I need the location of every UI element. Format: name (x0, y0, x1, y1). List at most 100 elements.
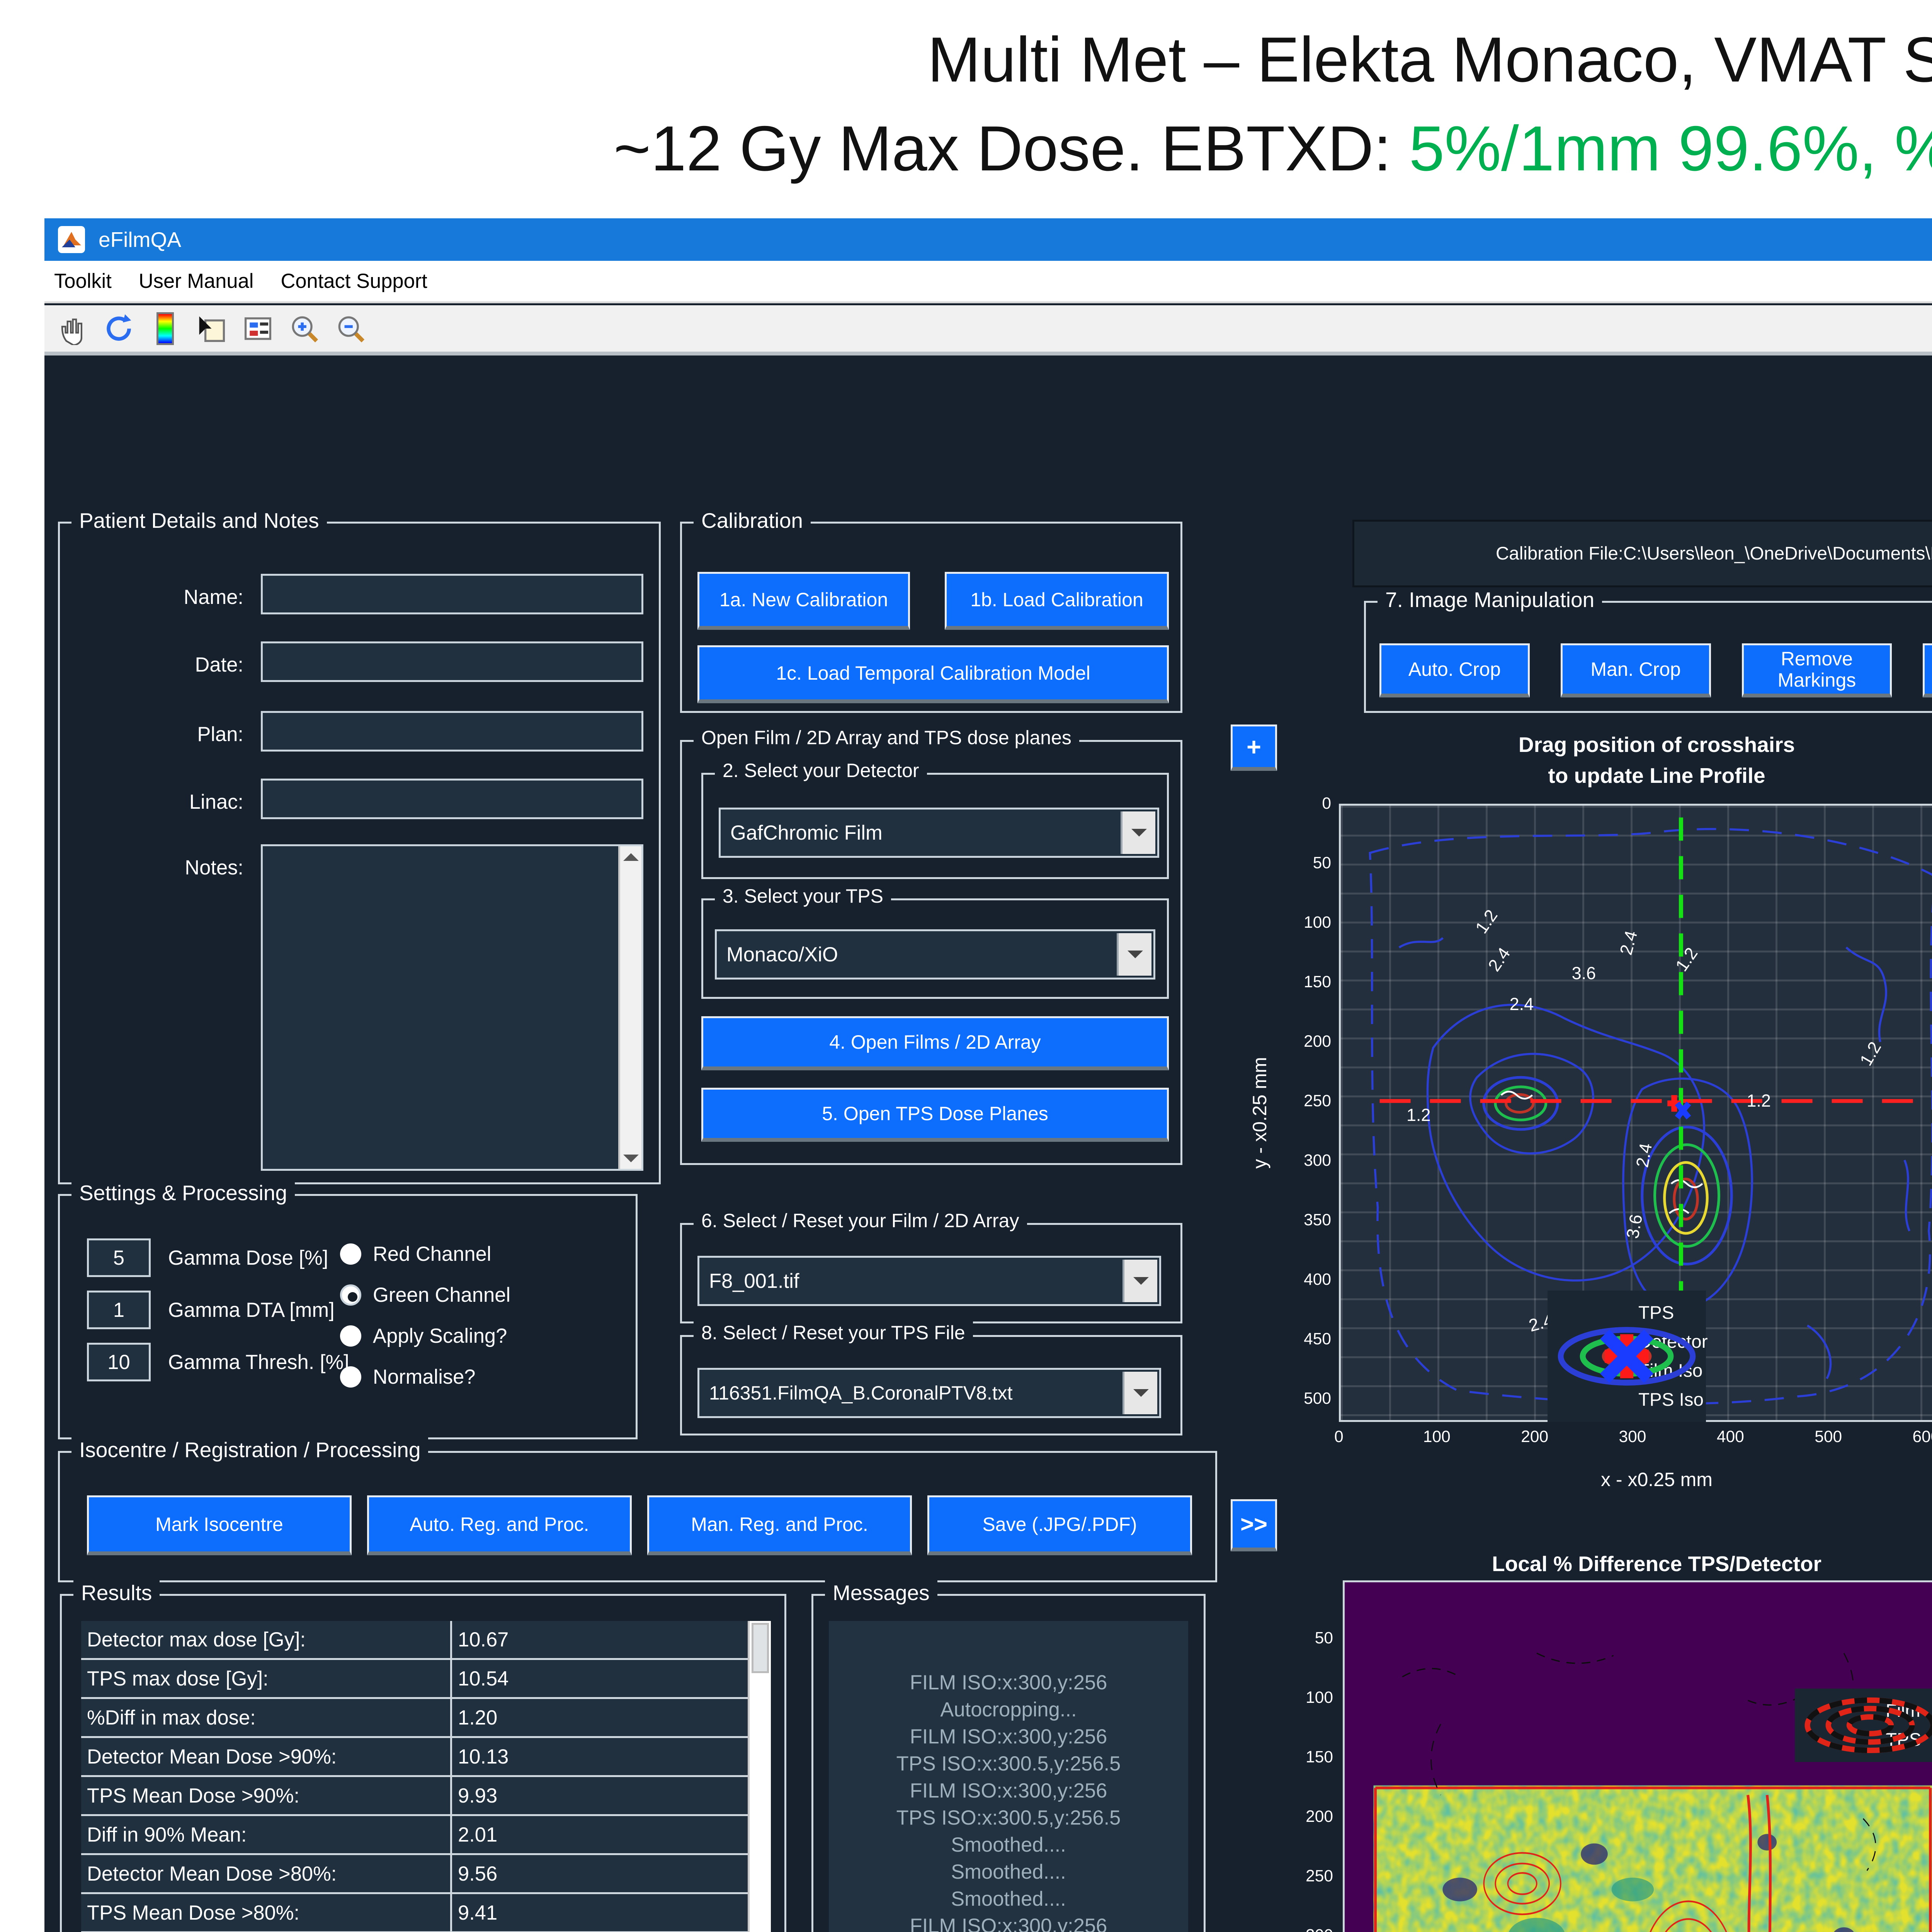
patient-group: Patient Details and Notes Name: Date: Pl… (58, 508, 661, 1184)
messages-lines: FILM ISO:x:300,y:256 Autocropping... FILM … (829, 1669, 1188, 1932)
radio-red-channel[interactable]: Red Channel (340, 1242, 510, 1266)
isocentre-group-title: Isocentre / Registration / Processing (71, 1437, 429, 1462)
table-row[interactable]: Detector Mean Dose >90%: 10.13 (81, 1738, 771, 1777)
tps-file-select[interactable]: 116351.FilmQA_B.CoronalPTV8.txt (697, 1368, 1161, 1418)
plan-field[interactable] (261, 711, 643, 752)
auto-crop-button[interactable]: Auto. Crop (1379, 643, 1530, 697)
tps-select[interactable]: Monaco/XiO (715, 929, 1155, 980)
tps-file-title: 8. Select / Reset your TPS File (694, 1321, 973, 1344)
settings-group: Settings & Processing 5 Gamma Dose [%] 1 Ga… (58, 1180, 638, 1439)
load-calibration-button[interactable]: 1b. Load Calibration (945, 572, 1169, 630)
detector-label: 2. Select your Detector (715, 759, 927, 782)
message-line: FILM ISO:x:300,y:256 (910, 1671, 1107, 1694)
detector-select[interactable]: GafChromic Film (719, 808, 1159, 858)
main-area: Patient Details and Notes Name: Date: Pl… (44, 359, 1932, 1932)
diff-title: Local % Difference TPS/Detector (1492, 1552, 1821, 1576)
notes-scrollbar[interactable] (618, 846, 641, 1169)
contour-title-line1: Drag position of crosshairs (1518, 733, 1795, 757)
messages-group: Messages FILM ISO:x:300,y:256 Autocroppin… (811, 1580, 1206, 1932)
slide-header: Multi Met – Elekta Monaco, VMAT SRT; ~12… (0, 0, 1932, 218)
table-row[interactable]: TPS max dose [Gy]: 10.54 (81, 1660, 771, 1699)
mark-isocentre-button[interactable]: Mark Isocentre (87, 1495, 352, 1555)
man-reg-and-proc-button[interactable]: Man. Reg. and Proc. (647, 1495, 912, 1555)
image-manipulation-title: 7. Image Manipulation (1378, 587, 1602, 612)
menu-item[interactable]: User Manual (138, 270, 254, 293)
open-film-group: Open Film / 2D Array and TPS dose planes… (680, 726, 1182, 1165)
chevron-down-icon[interactable] (1121, 811, 1155, 854)
contour-plot[interactable]: 1.22.43.62.41.21.22.42.43.62.42.41.21.2 … (1339, 804, 1932, 1422)
name-field[interactable] (261, 574, 643, 614)
load-temporal-calibration-button[interactable]: 1c. Load Temporal Calibration Model (697, 645, 1169, 703)
tps-label: 3. Select your TPS (715, 885, 891, 907)
auto-reg-and-proc-button[interactable]: Auto. Reg. and Proc. (367, 1495, 632, 1555)
gamma-dta-input[interactable]: 1 (87, 1291, 151, 1329)
open-films-button[interactable]: 4. Open Films / 2D Array (701, 1016, 1169, 1070)
colorbar-icon[interactable] (156, 312, 174, 345)
pan-hand-icon[interactable] (56, 312, 89, 345)
contour-label: 2.4 (1632, 1141, 1656, 1169)
message-line: Smoothed.... (951, 1833, 1066, 1856)
open-film-group-title: Open Film / 2D Array and TPS dose planes (694, 726, 1079, 749)
app-icon (58, 226, 85, 253)
new-calibration-button[interactable]: 1a. New Calibration (697, 572, 910, 630)
expand-button[interactable]: >> (1231, 1499, 1277, 1551)
calibration-group-title: Calibration (694, 508, 811, 533)
tps-subgroup: 3. Select your TPS Monaco/XiO (701, 885, 1169, 999)
data-cursor-icon[interactable] (195, 312, 228, 345)
rotate-90-button[interactable]: Rotate 90 (1923, 643, 1932, 697)
open-tps-button[interactable]: 5. Open TPS Dose Planes (701, 1088, 1169, 1142)
menu-bar: Toolkit User Manual Contact Support (44, 261, 1932, 303)
isocentre-group: Isocentre / Registration / Processing Ma… (58, 1437, 1217, 1582)
date-field[interactable] (261, 641, 643, 682)
notes-field[interactable] (261, 844, 643, 1171)
chevron-down-icon[interactable] (1117, 933, 1151, 976)
save-jpg-pdf-button[interactable]: Save (.JPG/.PDF) (927, 1495, 1192, 1555)
tps-file-group: 8. Select / Reset your TPS File 116351.F… (680, 1321, 1182, 1435)
message-line: Smoothed.... (951, 1888, 1066, 1910)
film-select[interactable]: F8_001.tif (697, 1256, 1161, 1306)
legend-icon[interactable] (242, 312, 274, 345)
rotate-3d-icon[interactable] (102, 312, 135, 345)
remove-markings-button[interactable]: Remove Markings (1742, 643, 1892, 697)
gamma-thresh-input[interactable]: 10 (87, 1343, 151, 1381)
table-row[interactable]: Diff in 90% Mean: 2.01 (81, 1816, 771, 1855)
contour-legend: TPS Detector Film Iso TPS Iso (1548, 1291, 1708, 1422)
calibration-file-bar: Calibration File:C:\Users\leon_\OneDrive… (1352, 520, 1932, 587)
calibration-group: Calibration 1a. New Calibration 1b. Load… (680, 508, 1182, 713)
message-line: TPS ISO:x:300.5,y:256.5 (896, 1806, 1121, 1829)
contour-label: 2.4 (1509, 994, 1534, 1014)
settings-group-title: Settings & Processing (71, 1180, 295, 1205)
diff-plot[interactable]: Film TPS (1343, 1580, 1932, 1932)
menu-item[interactable]: Toolkit (54, 270, 112, 293)
zoom-out-icon[interactable] (334, 312, 367, 345)
name-label: Name: (184, 586, 243, 609)
radio-apply-scaling-[interactable]: Apply Scaling? (340, 1324, 510, 1348)
message-line: FILM ISO:x:300,y:256 (910, 1725, 1107, 1748)
table-row[interactable]: Detector max dose [Gy]: 10.67 (81, 1621, 771, 1660)
table-row[interactable]: Detector Mean Dose >80%: 9.56 (81, 1855, 771, 1894)
title-bar: eFilmQA — □ ✕ (44, 218, 1932, 261)
app-window: eFilmQA — □ ✕ Toolkit User Manual Contact … (44, 218, 1932, 1932)
linac-label: Linac: (189, 791, 243, 813)
radio-green-channel[interactable]: Green Channel (340, 1283, 510, 1307)
linac-field[interactable] (261, 779, 643, 819)
add-panel-button[interactable]: + (1231, 724, 1277, 771)
man-crop-button[interactable]: Man. Crop (1560, 643, 1711, 697)
table-row[interactable]: TPS Mean Dose >90%: 9.93 (81, 1777, 771, 1816)
contour-ylabel: y - x0.25 mm (1249, 1057, 1270, 1169)
calibration-file-path: Calibration File:C:\Users\leon_\OneDrive… (1495, 543, 1932, 564)
results-group-title: Results (73, 1580, 160, 1605)
chevron-down-icon[interactable] (1122, 1372, 1157, 1414)
gamma-dose-input[interactable]: 5 (87, 1238, 151, 1277)
table-row[interactable]: %Diff in max dose: 1.20 (81, 1699, 771, 1738)
chevron-down-icon[interactable] (1122, 1260, 1157, 1302)
results-scrollbar[interactable] (748, 1621, 771, 1932)
radio-normalise-[interactable]: Normalise? (340, 1365, 510, 1389)
table-row[interactable]: TPS Mean Dose >80%: 9.41 (81, 1894, 771, 1932)
message-line: FILM ISO:x:300,y:256 (910, 1779, 1107, 1802)
slide-title-highlight: 5%/1mm 99.6%, %diff max: 1.2% (1409, 113, 1932, 184)
zoom-in-icon[interactable] (288, 312, 321, 345)
menu-item[interactable]: Contact Support (281, 270, 427, 293)
